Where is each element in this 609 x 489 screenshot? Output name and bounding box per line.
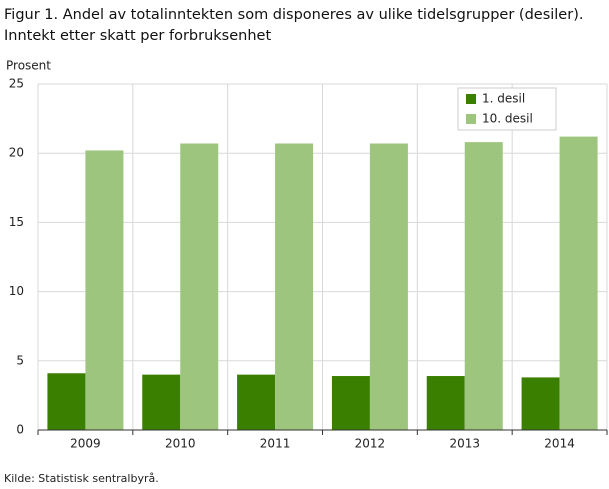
x-tick-label: 2010: [165, 437, 196, 451]
y-tick-label: 5: [16, 353, 24, 367]
bar: [426, 376, 465, 430]
legend-label: 10. desil: [482, 112, 533, 126]
y-tick-label: 20: [9, 146, 24, 160]
y-tick-label: 10: [9, 284, 24, 298]
y-tick-label: 15: [9, 215, 24, 229]
chart-title: Figur 1. Andel av totalinntekten som dis…: [4, 7, 583, 23]
legend-swatch: [466, 114, 476, 124]
bar: [559, 136, 598, 431]
legend-swatch: [466, 94, 476, 104]
x-tick-label: 2009: [70, 437, 101, 451]
x-tick-label: 2011: [260, 437, 291, 451]
bar: [275, 143, 314, 430]
y-tick-label: 0: [16, 423, 24, 437]
x-tick-label: 2013: [449, 437, 480, 451]
bar: [47, 373, 86, 430]
x-tick-label: 2014: [544, 437, 575, 451]
legend-label: 1. desil: [482, 92, 525, 106]
x-tick-label: 2012: [355, 437, 386, 451]
bar: [237, 374, 276, 430]
bar: [464, 142, 503, 431]
y-tick-label: 25: [9, 77, 24, 91]
y-axis-label: Prosent: [6, 59, 51, 73]
bar: [369, 143, 408, 430]
bar: [521, 377, 560, 430]
bar: [331, 376, 370, 430]
bar: [180, 143, 219, 430]
bar: [142, 374, 181, 430]
source: Kilde: Statistisk sentralbyrå.: [4, 472, 159, 485]
bar: [85, 150, 124, 430]
chart-title: Inntekt etter skatt per forbruksenhet: [4, 28, 271, 44]
